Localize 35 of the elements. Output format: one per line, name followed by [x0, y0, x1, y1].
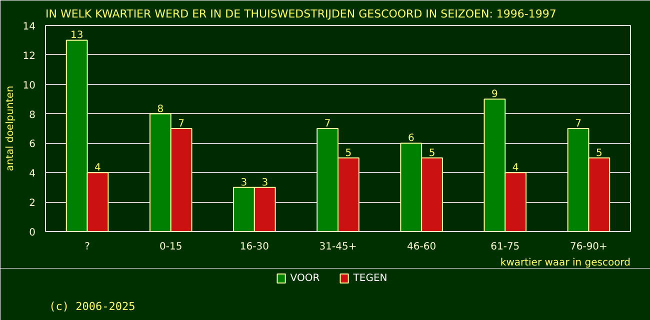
- data-label: 5: [428, 148, 436, 159]
- y-tick-label: 0: [29, 228, 36, 238]
- data-label: 7: [575, 118, 582, 130]
- chart-title: IN WELK KWARTIER WERD ER IN DE THUISWEDSTRIJDEN GESCOORD IN SEIZOEN: 1996-1997: [46, 8, 556, 20]
- data-label: 9: [492, 89, 498, 100]
- x-tick-label: 0-15: [160, 242, 182, 252]
- data-label: 5: [596, 148, 602, 159]
- data-label: 8: [157, 104, 164, 115]
- data-label: 13: [70, 30, 84, 42]
- y-tick-label: 4: [29, 168, 36, 180]
- y-tick-label: 10: [22, 80, 36, 92]
- y-tick-label: 2: [29, 198, 36, 210]
- y-tick-label: 14: [22, 22, 36, 32]
- data-label: 7: [324, 118, 331, 130]
- x-tick-label: 46-60: [407, 242, 436, 252]
- data-label: 4: [94, 162, 101, 174]
- y-tick-label: 8: [29, 110, 36, 121]
- x-tick-label: 31-45+: [319, 242, 357, 252]
- data-label: 6: [408, 133, 414, 144]
- x-tick-label: 61-75: [490, 242, 520, 252]
- text: (c) 2006-2025: [49, 300, 136, 313]
- x-tick-label: 16-30: [240, 242, 269, 252]
- y-axis-title: antal doelpunten: [4, 86, 16, 172]
- legend-label: VOOR: [290, 273, 320, 284]
- y-tick-label: 6: [29, 139, 36, 150]
- data-label: 4: [512, 162, 519, 174]
- x-tick-label: ?: [84, 242, 90, 252]
- data-label: 3: [240, 177, 248, 188]
- y-tick-label: 12: [22, 50, 36, 62]
- x-axis-title: kwartier waar in gescoord: [500, 258, 631, 268]
- data-label: 5: [345, 148, 352, 159]
- data-label: 3: [262, 177, 268, 188]
- legend-label: TEGEN: [352, 273, 388, 284]
- x-tick-label: 76-90+: [570, 242, 608, 252]
- data-label: 7: [178, 118, 184, 130]
